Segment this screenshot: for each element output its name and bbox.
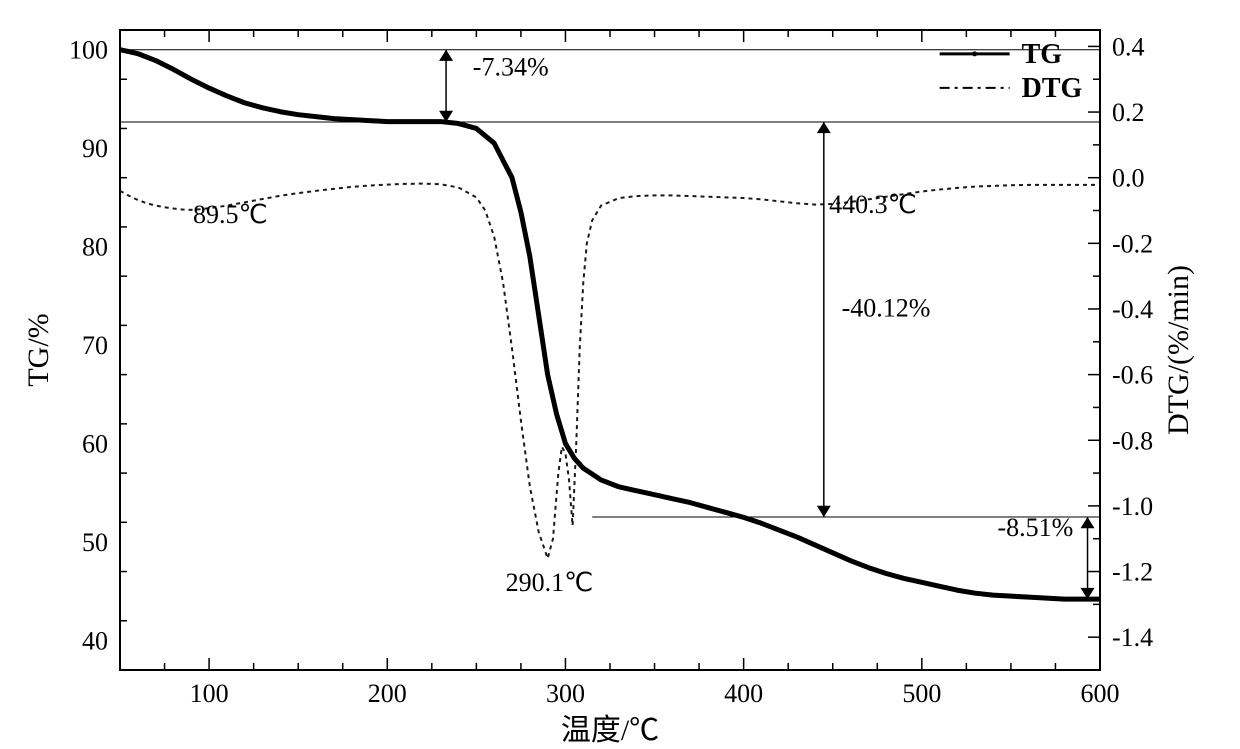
x-tick-label: 300 bbox=[546, 679, 585, 708]
x-axis-title: 温度/℃ bbox=[561, 714, 659, 747]
y-left-tick-label: 50 bbox=[82, 528, 108, 557]
y-left-tick-label: 70 bbox=[82, 331, 108, 360]
chart-background bbox=[0, 0, 1240, 749]
y-right-tick-label: 0.2 bbox=[1112, 98, 1145, 127]
y-left-tick-label: 40 bbox=[82, 626, 108, 655]
annotation-label: 440.3℃ bbox=[829, 190, 917, 219]
x-tick-label: 400 bbox=[724, 679, 763, 708]
annotation-label: -7.34% bbox=[473, 52, 549, 81]
y-left-axis-title: TG/% bbox=[22, 313, 55, 386]
y-left-tick-label: 80 bbox=[82, 233, 108, 262]
annotation-label: 89.5℃ bbox=[193, 200, 268, 229]
y-right-axis-title: DTG/(%/min) bbox=[1162, 265, 1195, 435]
y-right-tick-label: -0.2 bbox=[1112, 229, 1153, 258]
y-left-tick-label: 100 bbox=[69, 36, 108, 65]
legend-label: DTG bbox=[1022, 73, 1083, 104]
tg-dtg-chart: 100 200 300 400 500 600 温度/℃ 40 50 60 70 80 90 100 TG/… bbox=[0, 0, 1240, 749]
y-right-tick-label: -0.8 bbox=[1112, 426, 1153, 455]
y-right-tick-label: -0.6 bbox=[1112, 361, 1153, 390]
annotation-label: -40.12% bbox=[842, 294, 931, 323]
annotation-label: -8.51% bbox=[997, 513, 1073, 542]
y-right-tick-label: -1.2 bbox=[1112, 558, 1153, 587]
y-right-tick-label: -1.4 bbox=[1112, 623, 1153, 652]
annotation-label: 290.1℃ bbox=[506, 568, 594, 597]
x-tick-label: 600 bbox=[1081, 679, 1120, 708]
x-tick-label: 500 bbox=[902, 679, 941, 708]
y-right-tick-label: -0.4 bbox=[1112, 295, 1153, 324]
y-right-tick-label: 0.4 bbox=[1112, 32, 1145, 61]
y-left-tick-label: 90 bbox=[82, 134, 108, 163]
y-right-tick-label: 0.0 bbox=[1112, 164, 1145, 193]
x-tick-label: 100 bbox=[190, 679, 229, 708]
y-left-tick-label: 60 bbox=[82, 430, 108, 459]
legend-marker bbox=[972, 51, 977, 56]
x-tick-label: 200 bbox=[368, 679, 407, 708]
y-right-tick-label: -1.0 bbox=[1112, 492, 1153, 521]
legend-label: TG bbox=[1022, 39, 1063, 70]
